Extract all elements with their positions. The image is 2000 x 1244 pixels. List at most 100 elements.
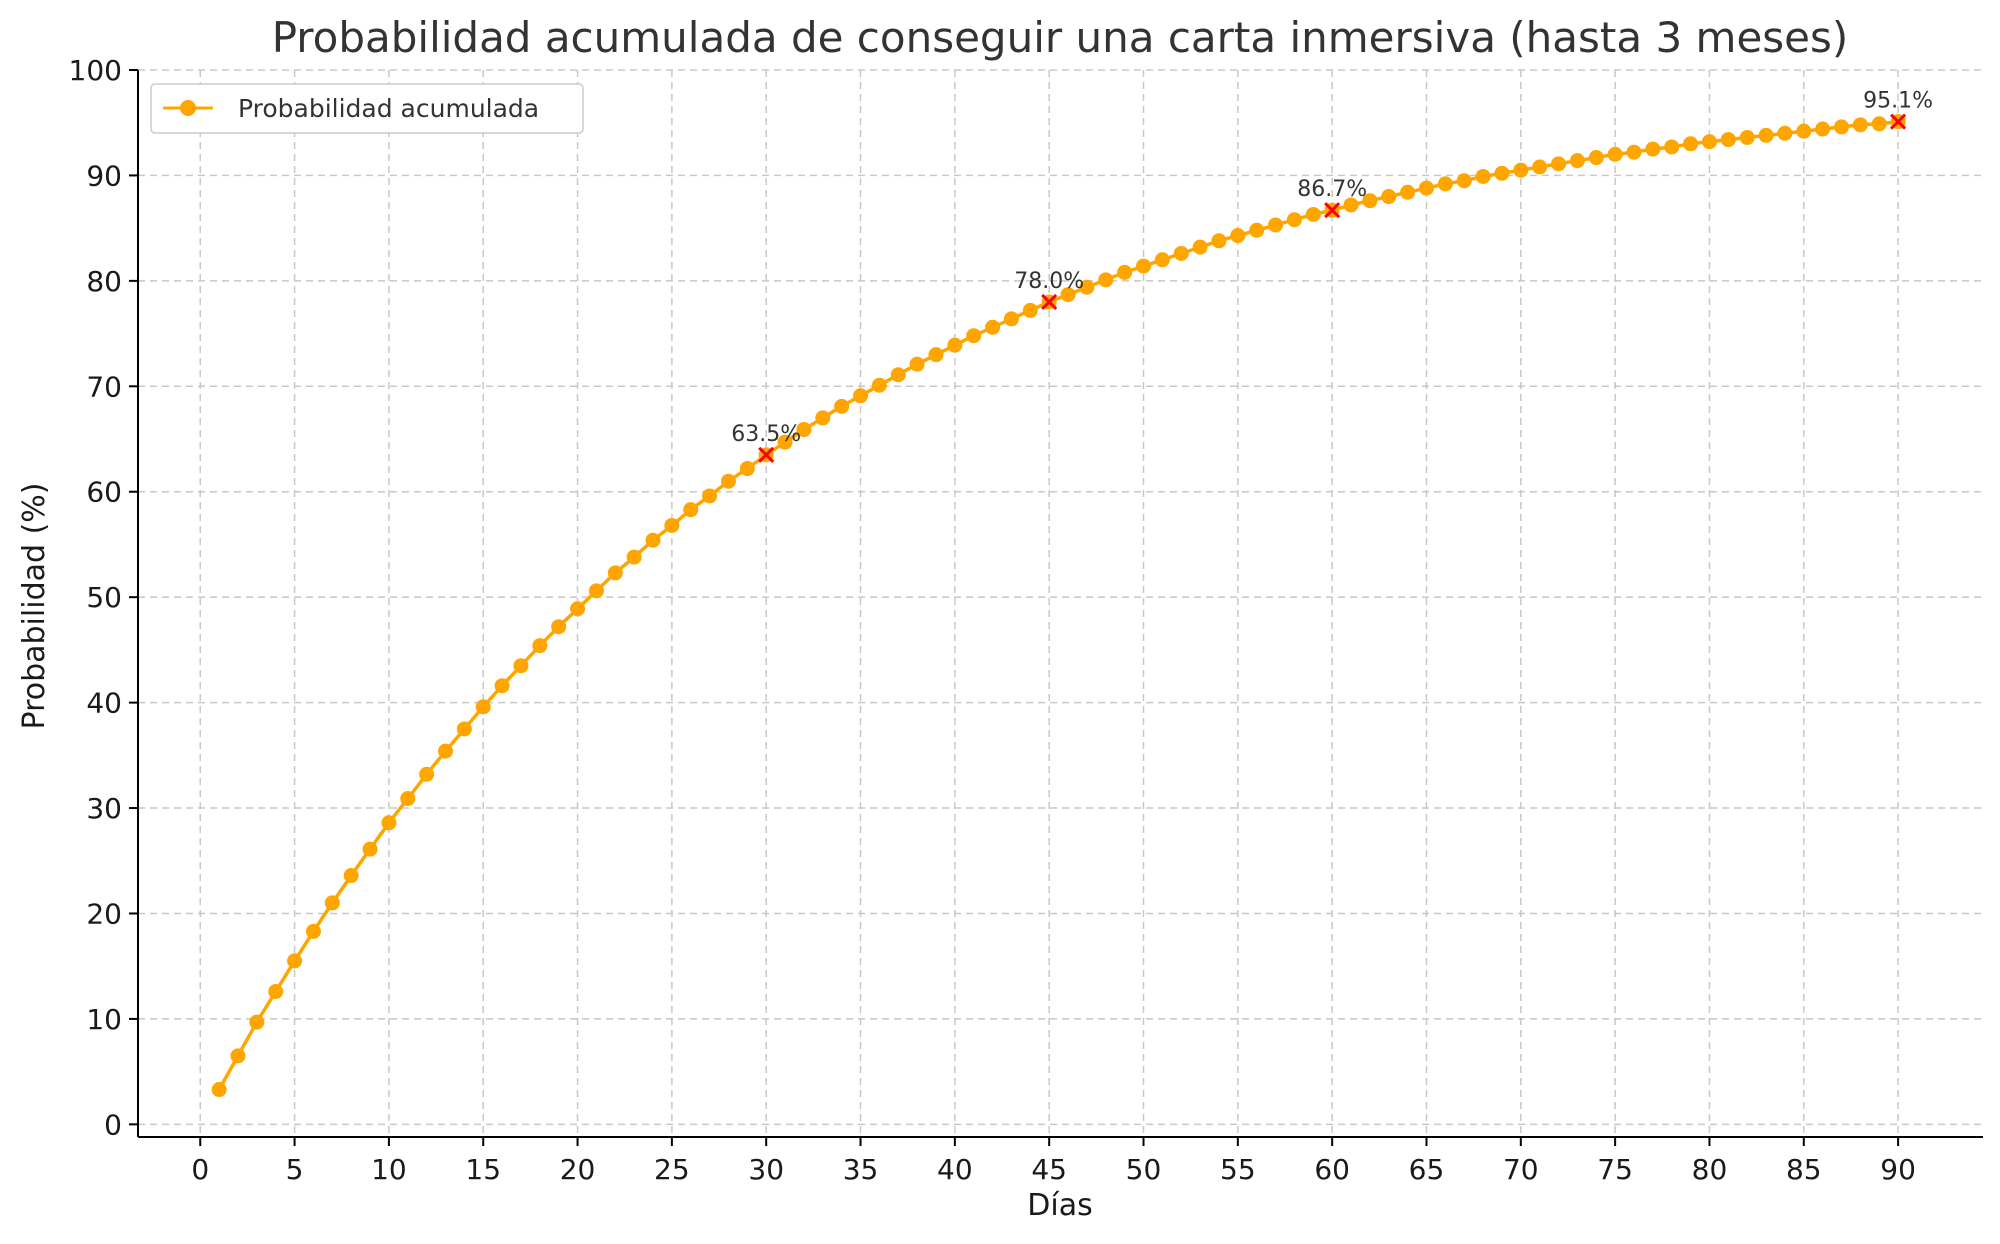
data-point <box>1626 144 1642 160</box>
x-tick-label: 35 <box>843 1153 879 1186</box>
x-tick-label: 85 <box>1786 1153 1822 1186</box>
data-point <box>1418 180 1434 196</box>
highlight-x-stroke <box>758 446 775 463</box>
data-point <box>966 328 982 344</box>
data-point <box>720 473 736 489</box>
y-tick-label: 100 <box>69 54 122 87</box>
x-tick-label: 50 <box>1126 1153 1162 1186</box>
data-point <box>909 356 925 372</box>
data-point <box>588 583 604 599</box>
data-point <box>796 422 812 438</box>
data-point <box>1003 311 1019 327</box>
annotation-label: 86.7% <box>1297 177 1367 202</box>
data-point <box>381 815 397 831</box>
highlight-x-stroke <box>1890 113 1907 130</box>
data-point <box>1513 162 1529 178</box>
data-point <box>1720 132 1736 148</box>
data-point <box>1494 165 1510 181</box>
data-point <box>985 319 1001 335</box>
data-point <box>871 377 887 393</box>
data-point <box>1437 176 1453 192</box>
data-point <box>1343 197 1359 213</box>
y-tick-label: 10 <box>86 1003 122 1036</box>
x-axis-ticks: 0 5 10 15 20 25 30 35 40 45 50 55 60 65 70 75 80 85 90 <box>191 1137 1916 1186</box>
data-point <box>1136 258 1152 274</box>
data-point <box>551 619 567 635</box>
y-tick-label: 60 <box>86 476 122 509</box>
y-tick-label: 70 <box>86 370 122 403</box>
y-tick-label: 30 <box>86 792 122 825</box>
data-point <box>1551 156 1567 172</box>
x-tick-label: 30 <box>748 1153 784 1186</box>
highlight-x-stroke <box>1324 202 1341 219</box>
data-point <box>1607 146 1623 162</box>
data-point <box>456 721 472 737</box>
x-tick-label: 5 <box>286 1153 304 1186</box>
data-point <box>1098 272 1114 288</box>
y-tick-label: 80 <box>86 265 122 298</box>
data-point <box>570 601 586 617</box>
legend-box <box>150 83 584 134</box>
data-point <box>362 841 378 857</box>
highlight-marker <box>1890 113 1907 130</box>
series-line <box>217 119 1899 1091</box>
data-point <box>1701 134 1717 150</box>
y-tick-label: 50 <box>86 581 122 614</box>
data-point <box>947 337 963 353</box>
annotation-label: 95.1% <box>1863 89 1933 114</box>
data-point <box>475 699 491 715</box>
x-tick-label: 0 <box>191 1153 209 1186</box>
data-point <box>400 791 416 807</box>
y-axis-title: Probabilidad (%) <box>17 483 52 730</box>
data-point <box>890 367 906 383</box>
y-tick-label: 0 <box>104 1108 122 1141</box>
data-point <box>438 743 453 759</box>
series-probabilidad-acumulada <box>211 114 1906 1098</box>
annotations: 63.5% 78.0% 86.7% 95.1% <box>731 89 1933 463</box>
data-point <box>1381 189 1397 205</box>
data-point <box>1022 302 1038 318</box>
data-point <box>1305 206 1321 222</box>
data-point <box>739 461 755 477</box>
data-point <box>1060 287 1076 303</box>
x-tick-label: 55 <box>1220 1153 1256 1186</box>
data-point <box>1154 252 1170 268</box>
data-point <box>305 923 321 939</box>
data-point <box>230 1048 246 1064</box>
highlight-marker <box>1041 293 1058 311</box>
data-point <box>607 565 623 581</box>
data-point <box>1211 233 1227 249</box>
data-point <box>1739 129 1755 145</box>
data-point <box>928 347 944 363</box>
x-tick-label: 65 <box>1409 1153 1445 1186</box>
x-tick-label: 80 <box>1692 1153 1728 1186</box>
data-point <box>494 678 510 694</box>
y-axis-ticks: 0 10 20 30 40 50 60 70 80 90 100 <box>69 54 138 1141</box>
chart-title: Probabilidad acumulada de conseguir una … <box>272 13 1849 62</box>
data-point <box>815 410 831 426</box>
data-point <box>1117 264 1133 280</box>
data-point <box>1758 127 1774 143</box>
data-point <box>1079 279 1095 295</box>
data-point <box>343 868 359 884</box>
data-point <box>1173 245 1189 261</box>
data-point <box>626 549 642 565</box>
data-point <box>777 434 793 450</box>
x-tick-label: 90 <box>1880 1153 1916 1186</box>
y-tick-label: 90 <box>86 159 122 192</box>
x-tick-label: 20 <box>560 1153 596 1186</box>
data-point <box>1249 222 1265 238</box>
highlight-marker <box>758 446 775 463</box>
data-point <box>1268 217 1284 233</box>
x-tick-label: 40 <box>937 1153 973 1186</box>
highlight-marker <box>1324 202 1341 219</box>
x-tick-label: 45 <box>1031 1153 1067 1186</box>
data-point <box>1475 168 1491 184</box>
data-point <box>853 388 869 404</box>
data-point <box>249 1014 265 1030</box>
x-axis-title: Días <box>1027 1188 1092 1223</box>
data-point <box>1645 141 1661 157</box>
y-tick-label: 40 <box>86 687 122 720</box>
data-point <box>1286 212 1302 228</box>
